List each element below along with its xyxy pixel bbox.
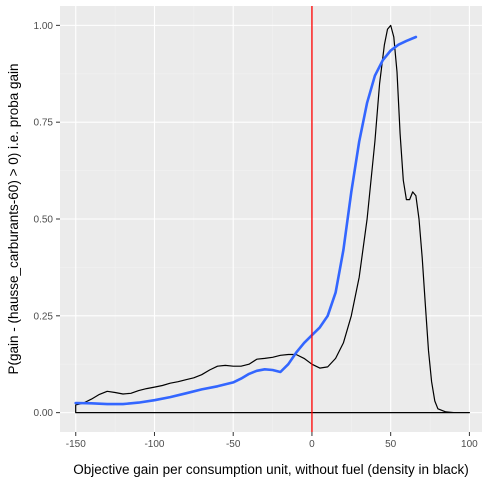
y-tick-label: 0.50 [34, 215, 54, 226]
probability-curve [74, 35, 418, 406]
y-tick-label: 1.00 [34, 21, 54, 32]
y-axis-ticks: 0.00 0.25 0.50 0.75 1.00 [34, 21, 60, 419]
y-axis-title: P(gain - (hausse_carburants-60) > 0) i.e… [6, 63, 21, 374]
x-tick-label: 100 [461, 439, 478, 450]
y-tick-label: 0.25 [34, 311, 54, 322]
x-tick-label: 50 [385, 439, 397, 450]
y-tick-label: 0.00 [34, 408, 54, 419]
x-axis-title: Objective gain per consumption unit, wit… [73, 462, 468, 477]
x-tick-label: 0 [309, 439, 315, 450]
x-tick-label: -100 [144, 439, 164, 450]
series-layer [74, 24, 470, 414]
x-tick-label: -50 [226, 439, 241, 450]
density-curve [75, 24, 470, 414]
x-tick-label: -150 [66, 439, 86, 450]
x-axis-ticks: -150 -100 -50 0 50 100 [66, 432, 478, 450]
y-tick-label: 0.75 [34, 118, 54, 129]
